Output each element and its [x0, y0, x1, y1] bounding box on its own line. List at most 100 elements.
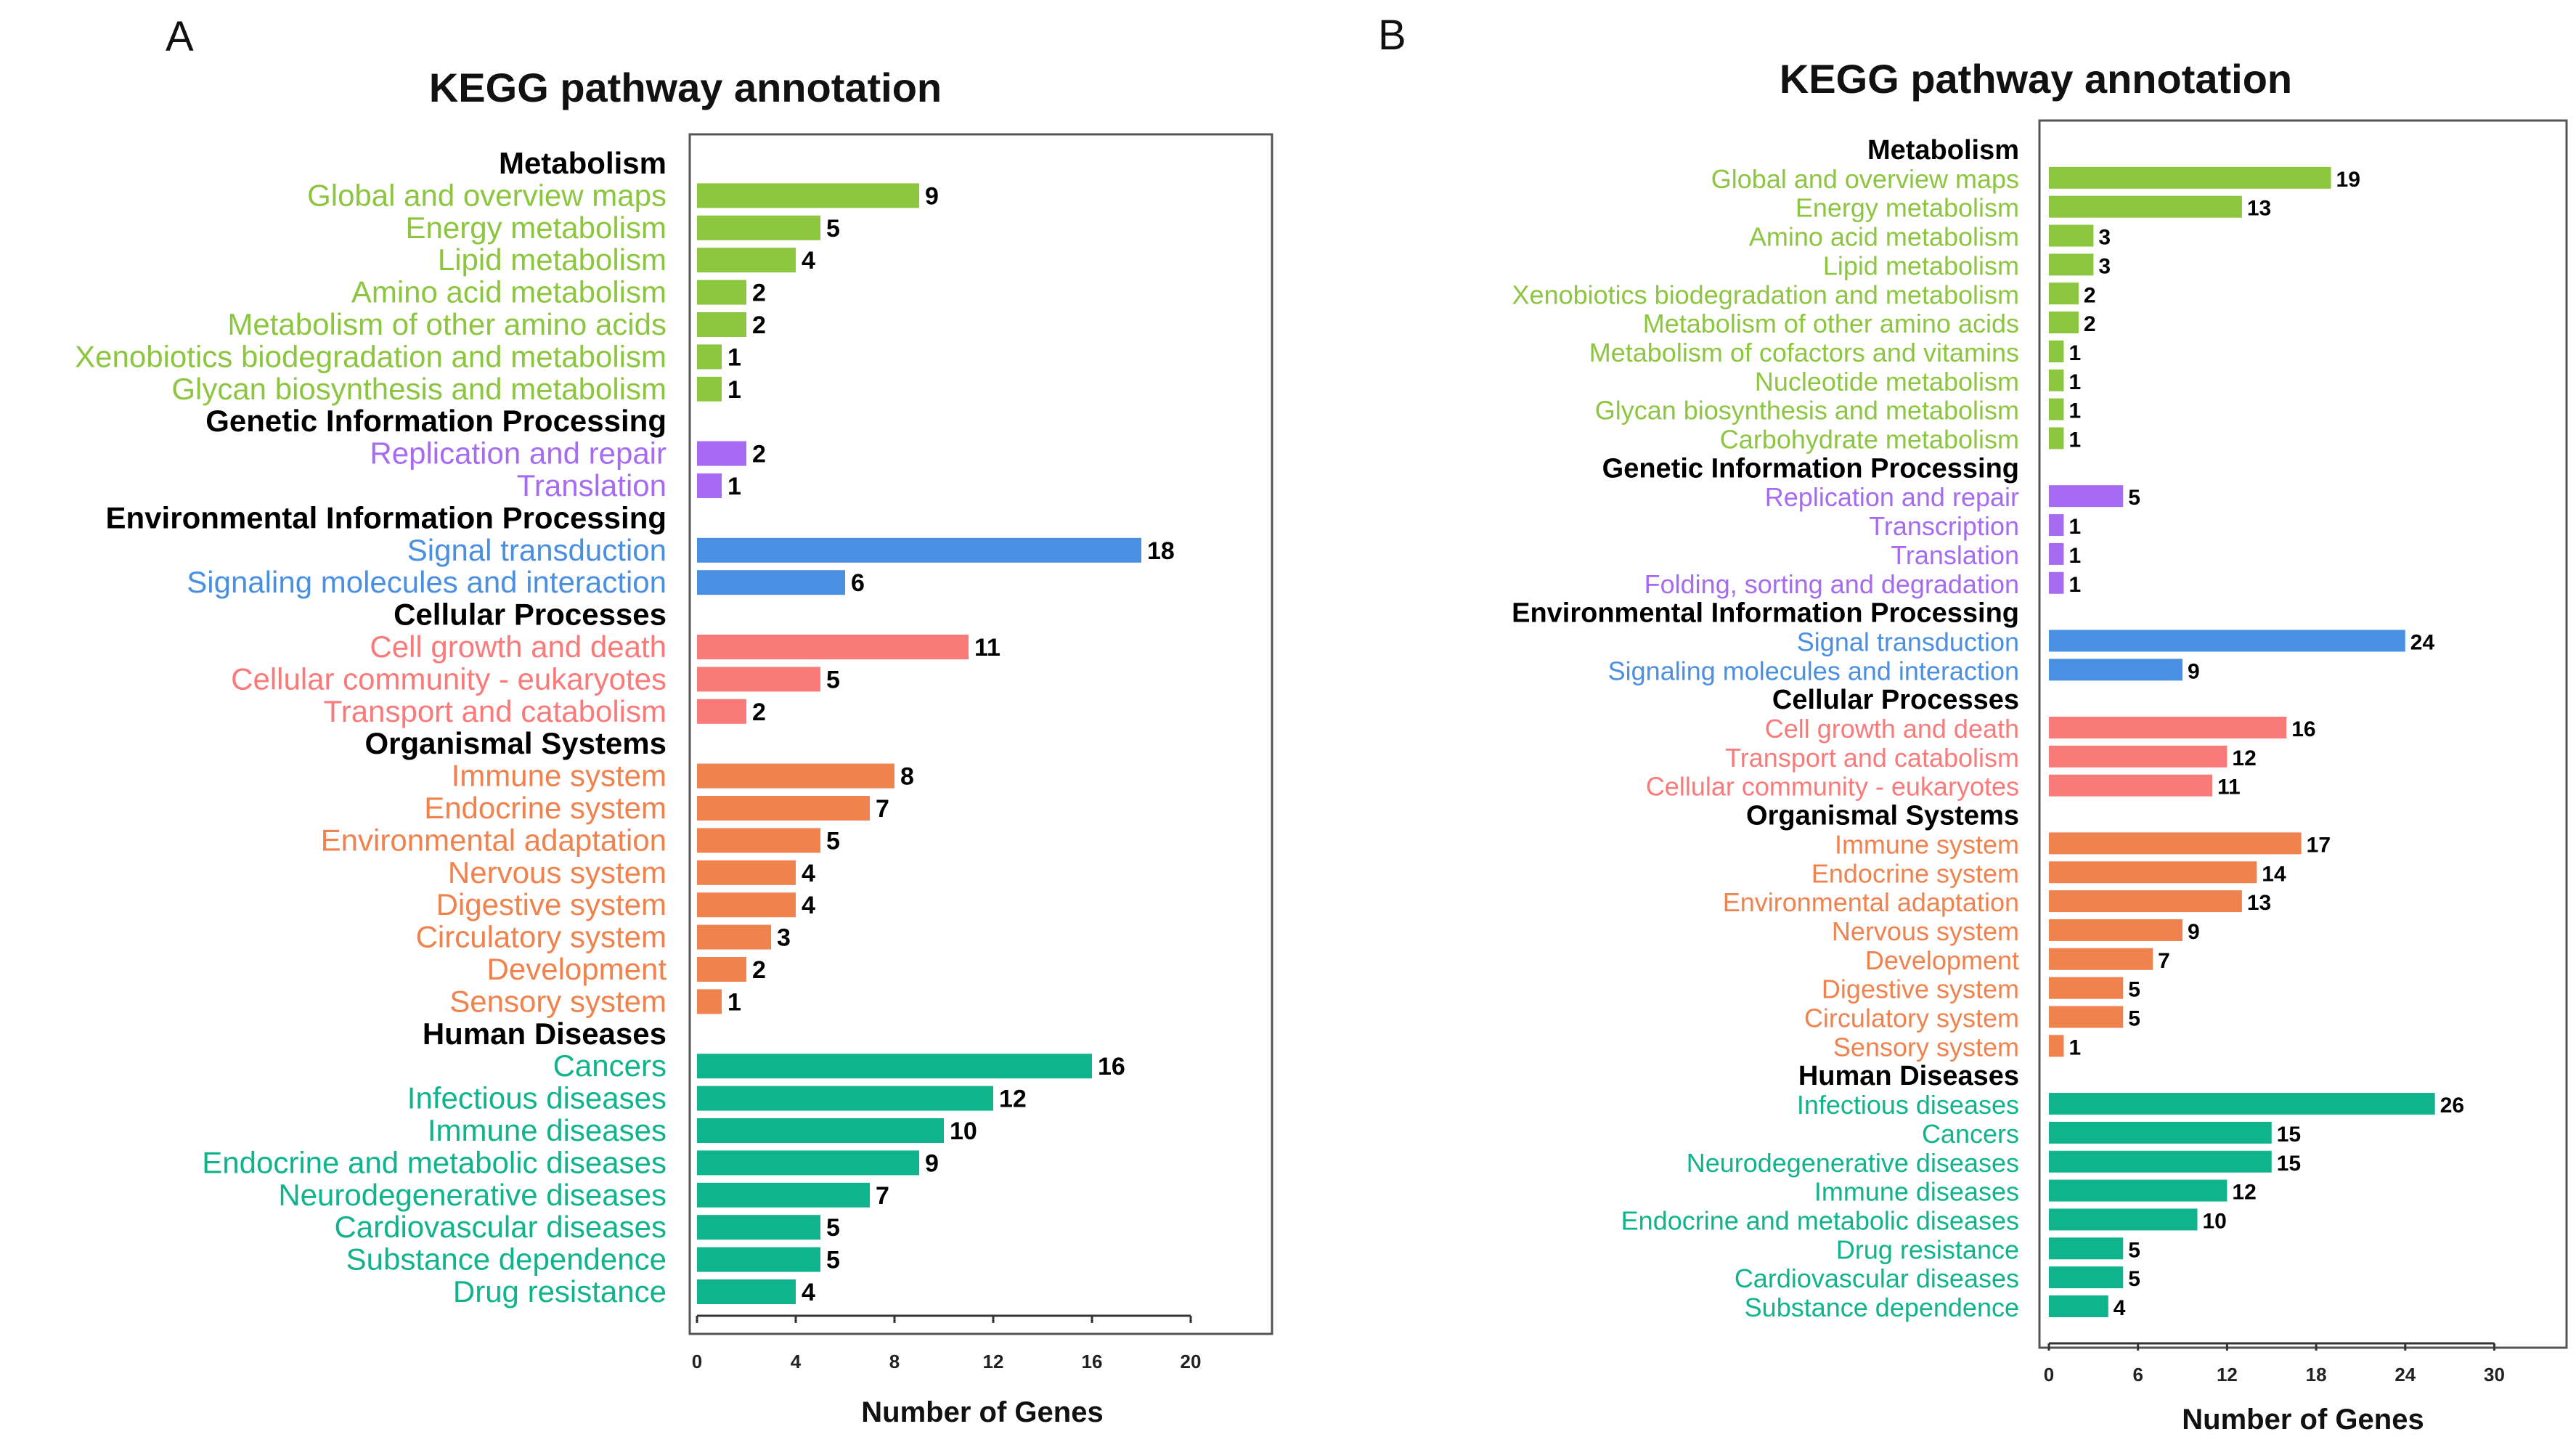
category-label-endocrine-and-metabolic-diseases: Endocrine and metabolic diseases — [1621, 1205, 2019, 1235]
x-tick-label: 18 — [2306, 1364, 2327, 1385]
value-label-circulatory-system: 5 — [2128, 1007, 2140, 1031]
category-label-environmental-adaptation: Environmental adaptation — [1723, 887, 2019, 917]
group-heading-environmental-information-processing: Environmental Information Processing — [1512, 598, 2019, 629]
category-label-immune-diseases: Immune diseases — [1814, 1177, 2019, 1207]
panel-a: A KEGG pathway annotation MetabolismGlob… — [75, 13, 1273, 1428]
category-label-transport-and-catabolism: Transport and catabolism — [324, 694, 667, 728]
bar-cellular-community-eukaryotes — [2049, 774, 2212, 797]
value-label-endocrine-system: 7 — [876, 795, 889, 823]
bar-energy-metabolism — [697, 215, 820, 240]
x-tick-label: 6 — [2132, 1364, 2143, 1385]
bar-energy-metabolism — [2049, 195, 2242, 218]
value-label-nucleotide-metabolism: 1 — [2068, 370, 2081, 394]
value-label-metabolism-of-other-amino-acids: 2 — [752, 312, 766, 339]
value-label-drug-resistance: 5 — [2128, 1238, 2140, 1262]
category-label-digestive-system: Digestive system — [436, 887, 667, 921]
group-heading-metabolism: Metabolism — [499, 146, 667, 180]
value-label-metabolism-of-cofactors-and-vitamins: 1 — [2068, 341, 2081, 365]
bar-xenobiotics-biodegradation-and-metabolism — [697, 344, 722, 370]
x-tick-label: 8 — [889, 1351, 900, 1372]
value-label-immune-system: 17 — [2307, 833, 2331, 857]
value-label-sensory-system: 1 — [2068, 1035, 2081, 1059]
category-label-nucleotide-metabolism: Nucleotide metabolism — [1755, 367, 2019, 396]
value-label-energy-metabolism: 13 — [2247, 197, 2271, 221]
bar-signaling-molecules-and-interaction — [2049, 659, 2183, 681]
group-heading-genetic-information-processing: Genetic Information Processing — [205, 404, 667, 438]
bar-global-and-overview-maps — [697, 183, 919, 208]
category-label-cardiovascular-diseases: Cardiovascular diseases — [1735, 1263, 2019, 1293]
bar-digestive-system — [697, 892, 796, 918]
category-label-circulatory-system: Circulatory system — [1804, 1004, 2019, 1033]
value-label-lipid-metabolism: 4 — [802, 247, 815, 274]
category-label-cardiovascular-diseases: Cardiovascular diseases — [334, 1210, 667, 1244]
value-label-immune-diseases: 12 — [2232, 1181, 2256, 1205]
category-label-signal-transduction: Signal transduction — [1797, 627, 2019, 656]
value-label-transport-and-catabolism: 12 — [2232, 746, 2256, 770]
value-label-cell-growth-and-death: 16 — [2291, 717, 2315, 741]
bar-sensory-system — [2049, 1035, 2064, 1057]
bar-cardiovascular-diseases — [697, 1215, 820, 1240]
category-label-folding-sorting-and-degradation: Folding, sorting and degradation — [1644, 569, 2019, 599]
x-tick-label: 30 — [2484, 1364, 2505, 1385]
category-label-endocrine-system: Endocrine system — [1811, 858, 2019, 888]
category-label-global-and-overview-maps: Global and overview maps — [307, 178, 667, 212]
chart-title-a: KEGG pathway annotation — [429, 65, 942, 110]
category-label-cancers: Cancers — [553, 1049, 667, 1083]
value-label-energy-metabolism: 5 — [826, 215, 840, 243]
value-label-immune-diseases: 10 — [950, 1118, 977, 1145]
bar-immune-diseases — [697, 1118, 944, 1143]
category-label-environmental-adaptation: Environmental adaptation — [321, 823, 667, 857]
bar-sensory-system — [697, 989, 722, 1014]
value-label-xenobiotics-biodegradation-and-metabolism: 1 — [727, 343, 741, 371]
bar-cell-growth-and-death — [697, 635, 969, 659]
category-label-replication-and-repair: Replication and repair — [370, 436, 667, 471]
group-heading-cellular-processes: Cellular Processes — [1772, 685, 2019, 715]
bar-carbohydrate-metabolism — [2049, 427, 2064, 449]
group-heading-organismal-systems: Organismal Systems — [1746, 801, 2019, 831]
category-label-neurodegenerative-diseases: Neurodegenerative diseases — [278, 1178, 667, 1212]
bar-signaling-molecules-and-interaction — [697, 570, 845, 595]
value-label-nervous-system: 4 — [802, 860, 815, 887]
bar-metabolism-of-cofactors-and-vitamins — [2049, 340, 2064, 362]
chart-title-b: KEGG pathway annotation — [1780, 56, 2292, 102]
bar-transcription — [2049, 514, 2064, 537]
group-heading-cellular-processes: Cellular Processes — [394, 598, 667, 632]
bar-translation — [2049, 542, 2064, 565]
category-label-energy-metabolism: Energy metabolism — [406, 211, 667, 245]
bar-cardiovascular-diseases — [2049, 1266, 2124, 1289]
value-label-endocrine-and-metabolic-diseases: 9 — [925, 1149, 939, 1177]
value-label-cardiovascular-diseases: 5 — [826, 1214, 840, 1242]
value-label-cardiovascular-diseases: 5 — [2128, 1267, 2140, 1291]
category-label-metabolism-of-cofactors-and-vitamins: Metabolism of cofactors and vitamins — [1589, 338, 2019, 367]
bar-environmental-adaptation — [697, 828, 820, 853]
bar-metabolism-of-other-amino-acids — [697, 312, 746, 337]
bar-immune-system — [697, 763, 894, 789]
value-label-environmental-adaptation: 5 — [826, 827, 840, 855]
bar-substance-dependence — [697, 1247, 820, 1272]
bar-transport-and-catabolism — [697, 699, 746, 724]
value-label-drug-resistance: 4 — [802, 1279, 815, 1306]
bar-development — [2049, 948, 2153, 970]
category-label-replication-and-repair: Replication and repair — [1765, 482, 2019, 512]
bar-endocrine-and-metabolic-diseases — [697, 1150, 919, 1176]
category-label-digestive-system: Digestive system — [1822, 974, 2019, 1004]
value-label-substance-dependence: 5 — [826, 1247, 840, 1274]
value-label-global-and-overview-maps: 9 — [925, 182, 939, 210]
category-label-cell-growth-and-death: Cell growth and death — [370, 630, 667, 664]
plot-frame-a — [688, 133, 1273, 1335]
bar-endocrine-system — [2049, 861, 2257, 884]
value-label-cellular-community-eukaryotes: 5 — [826, 666, 840, 693]
category-label-infectious-diseases: Infectious diseases — [1797, 1090, 2019, 1120]
value-label-signaling-molecules-and-interaction: 6 — [851, 569, 865, 597]
bar-translation — [697, 473, 722, 498]
value-label-substance-dependence: 4 — [2114, 1296, 2126, 1320]
bar-global-and-overview-maps — [2049, 166, 2331, 189]
category-label-development: Development — [1865, 945, 2019, 975]
bar-nucleotide-metabolism — [2049, 369, 2064, 391]
value-label-folding-sorting-and-degradation: 1 — [2068, 573, 2081, 597]
category-label-neurodegenerative-diseases: Neurodegenerative diseases — [1687, 1148, 2019, 1178]
value-label-immune-system: 8 — [900, 763, 914, 791]
bar-drug-resistance — [697, 1279, 796, 1304]
